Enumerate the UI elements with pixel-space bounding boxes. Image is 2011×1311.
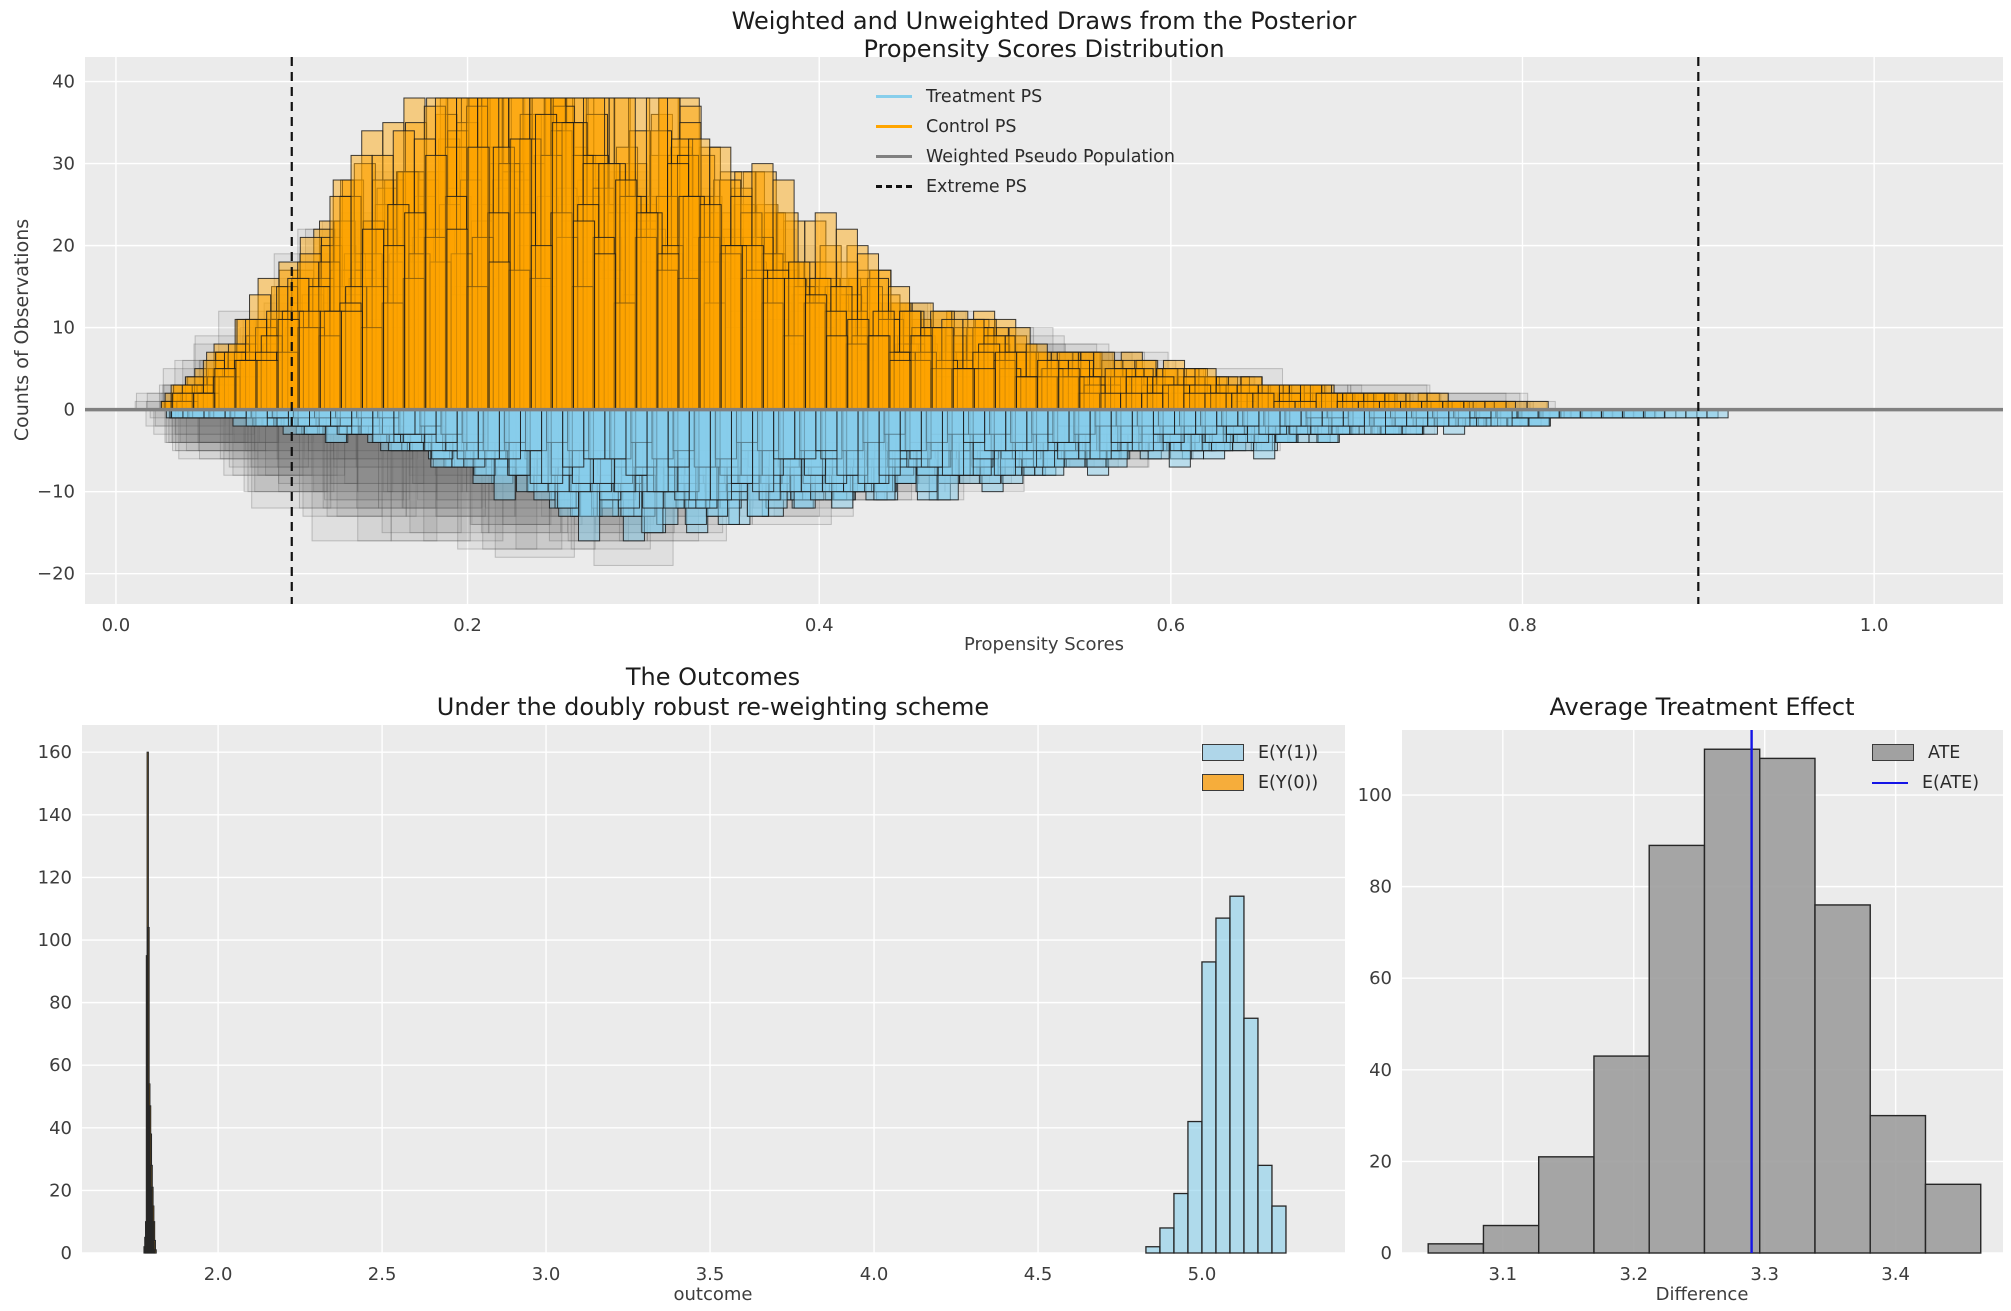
- y-tick-label: 20: [52, 236, 75, 257]
- outcomes-xlabel: outcome: [673, 1284, 753, 1305]
- x-tick-label: 3.3: [1750, 1264, 1779, 1285]
- ey1-patch-icon: [1202, 744, 1244, 761]
- x-tick-label: 3.2: [1619, 1264, 1648, 1285]
- legend-item-control-ps: Control PS: [876, 116, 1175, 137]
- x-tick-label: 1.0: [1860, 615, 1889, 636]
- legend-label: Control PS: [926, 116, 1017, 137]
- ps-distribution-plot-area: [85, 57, 2003, 604]
- y-tick-label: −20: [37, 564, 75, 585]
- y-tick-label: 0: [61, 1243, 72, 1264]
- control-ps-draws: [160, 97, 1549, 411]
- ate-tick-labels: 3.1 3.2 3.3 3.4 0 20 40 60 80 100: [1358, 785, 1910, 1285]
- treatment-ps-draws: [165, 409, 1729, 542]
- y-tick-label: 10: [52, 318, 75, 339]
- treatment-ps-line-icon: [876, 95, 912, 98]
- legend-item-extreme-ps: Extreme PS: [876, 176, 1175, 197]
- ps-plot-title-line1: Weighted and Unweighted Draws from the P…: [731, 7, 1357, 35]
- legend-item-weighted-pseudo-population: Weighted Pseudo Population: [876, 146, 1175, 167]
- ate-plot-area: [1402, 730, 2003, 1254]
- y-tick-label: 160: [38, 742, 72, 763]
- x-tick-label: 0.2: [453, 615, 482, 636]
- legend-item-ate: ATE: [1872, 742, 1979, 763]
- outcomes-gridlines: [82, 725, 1345, 1254]
- bars-ate: [1427, 748, 1982, 1254]
- legend-label: Treatment PS: [926, 86, 1043, 107]
- ate-xlabel: Difference: [1655, 1284, 1749, 1305]
- y-tick-label: 40: [52, 72, 75, 93]
- x-tick-label: 4.5: [1024, 1264, 1053, 1285]
- ps-plot-xlabel: Propensity Scores: [963, 634, 1125, 655]
- legend-item-treatment-ps: Treatment PS: [876, 86, 1175, 107]
- x-tick-label: 2.0: [204, 1264, 233, 1285]
- ps-plot-ylabel: Counts of Observations: [11, 218, 33, 442]
- legend-item-ey0: E(Y(0)): [1202, 772, 1318, 793]
- x-tick-label: 0.4: [805, 615, 834, 636]
- legend-label: E(Y(0)): [1258, 772, 1319, 793]
- x-tick-label: 3.1: [1489, 1264, 1518, 1285]
- y-tick-label: 120: [38, 867, 72, 888]
- legend-label: Extreme PS: [926, 176, 1027, 197]
- y-tick-label: 60: [49, 1055, 72, 1076]
- ey0-patch-icon: [1202, 774, 1244, 791]
- y-tick-label: 100: [38, 930, 72, 951]
- x-tick-label: 4.0: [860, 1264, 889, 1285]
- e-ate-line-icon: [1872, 781, 1908, 784]
- outcomes-legend: E(Y(1)) E(Y(0)): [1202, 742, 1318, 793]
- legend-label: ATE: [1928, 742, 1961, 763]
- x-tick-label: 0.0: [102, 615, 131, 636]
- y-tick-label: 0: [1381, 1243, 1392, 1264]
- legend-label: E(ATE): [1922, 772, 1980, 793]
- x-tick-label: 0.6: [1157, 615, 1186, 636]
- y-tick-label: 60: [1369, 968, 1392, 989]
- y-tick-label: 40: [49, 1118, 72, 1139]
- x-tick-label: 3.0: [532, 1264, 561, 1285]
- y-tick-label: −10: [37, 482, 75, 503]
- x-tick-label: 0.8: [1508, 615, 1537, 636]
- ps-plot-title-line2: Propensity Scores Distribution: [863, 35, 1225, 63]
- outcomes-tick-labels: 2.0 2.5 3.0 3.5 4.0 4.5 5.0 0 20 40 60 80 100 120 140 1…: [38, 742, 1217, 1285]
- ate-legend: ATE E(ATE): [1872, 742, 1979, 793]
- ate-patch-icon: [1872, 744, 1914, 761]
- legend-label: Weighted Pseudo Population: [926, 146, 1175, 167]
- outcomes-title-line2: Under the doubly robust re-weighting sch…: [436, 693, 990, 721]
- x-tick-label: 5.0: [1188, 1264, 1217, 1285]
- y-tick-label: 80: [1369, 877, 1392, 898]
- weighted-line-icon: [876, 155, 912, 158]
- y-tick-label: 80: [49, 993, 72, 1014]
- legend-label: E(Y(1)): [1258, 742, 1319, 763]
- extreme-ps-dash-icon: [876, 185, 912, 188]
- bars-e-y-1-: [1145, 895, 1287, 1254]
- x-tick-label: 3.4: [1881, 1264, 1910, 1285]
- y-tick-label: 100: [1358, 785, 1392, 806]
- control-ps-line-icon: [876, 125, 912, 128]
- ps-plot-legend: Treatment PS Control PS Weighted Pseudo …: [876, 86, 1175, 197]
- legend-item-ey1: E(Y(1)): [1202, 742, 1318, 763]
- outcomes-title-line1: The Outcomes: [625, 663, 801, 691]
- y-tick-label: 30: [52, 154, 75, 175]
- y-tick-label: 20: [49, 1180, 72, 1201]
- x-tick-label: 2.5: [368, 1264, 397, 1285]
- bars-e-y-0-: [143, 751, 157, 1254]
- ate-title: Average Treatment Effect: [1549, 693, 1855, 721]
- outcomes-plot-area: [82, 725, 1345, 1254]
- y-tick-label: 0: [64, 400, 75, 421]
- ps-distribution-tick-labels: 0.0 0.2 0.4 0.6 0.8 1.0 −20 −10 0 10 20 30 40: [37, 72, 1888, 636]
- x-tick-label: 3.5: [696, 1264, 725, 1285]
- y-tick-label: 20: [1369, 1151, 1392, 1172]
- legend-item-e-ate: E(ATE): [1872, 772, 1979, 793]
- y-tick-label: 140: [38, 805, 72, 826]
- y-tick-label: 40: [1369, 1060, 1392, 1081]
